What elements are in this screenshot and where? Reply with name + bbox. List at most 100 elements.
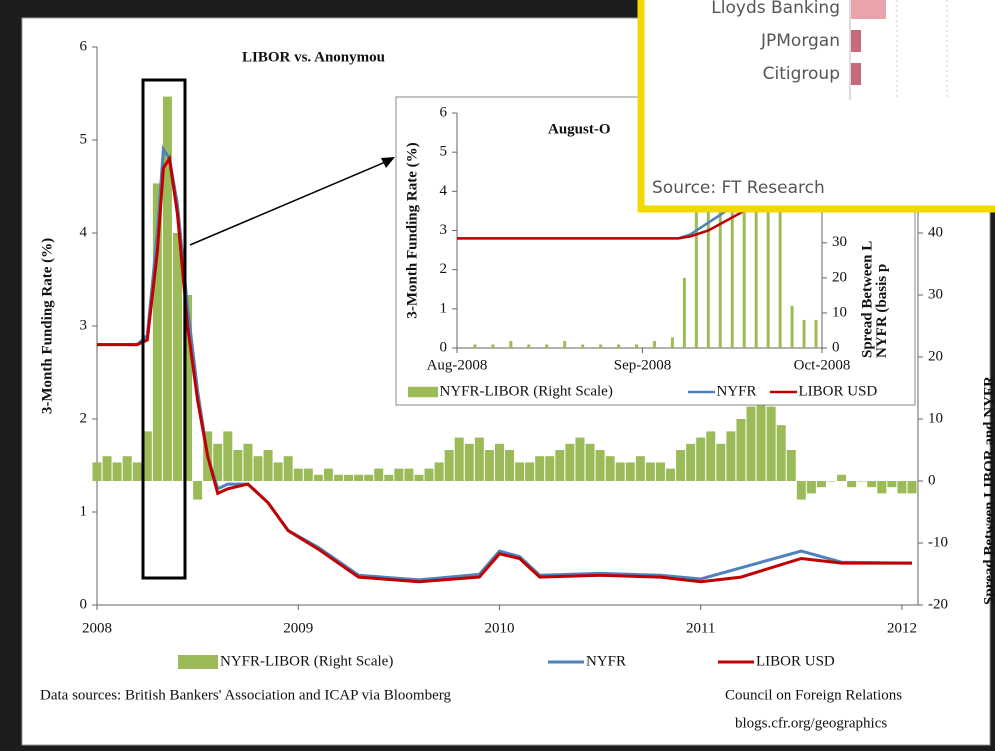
spread-bar (112, 462, 122, 481)
spread-bar (887, 481, 897, 488)
chart-title: LIBOR vs. Anonymou (242, 49, 385, 65)
spread-bar (706, 431, 716, 481)
spread-bar (756, 394, 766, 481)
y-tick-label: 0 (440, 339, 448, 355)
spread-bar (585, 443, 595, 481)
spread-bar (193, 481, 203, 500)
spread-bar (394, 468, 404, 481)
y-tick-label: 5 (80, 131, 88, 147)
spread-bar (424, 468, 434, 481)
url-note: blogs.cfr.org/geographics (735, 715, 887, 731)
spread-bar (213, 443, 223, 481)
overlay-card (637, 0, 995, 213)
legend-swatch (408, 386, 438, 398)
spread-bar (635, 344, 639, 348)
spread-bar (92, 462, 102, 481)
inset-chart: August-O 0 1 2 3 4 5 6 0 10 20 30 Aug-2008 Sep-2008 Oc… (404, 104, 889, 399)
y2-axis-label: Spread Between L (859, 241, 875, 358)
spread-bar (599, 344, 603, 348)
spread-bar (273, 462, 283, 481)
spread-bar (617, 344, 621, 348)
spread-bar (434, 462, 444, 481)
y2-tick-label: 30 (928, 286, 943, 302)
overlay-chart: Lloyds Banking JPMorgan Citigroup Source: F… (652, 0, 948, 198)
spread-bar (581, 344, 585, 348)
spread-bar (444, 450, 454, 481)
bar (851, 63, 861, 85)
bar-label: JPMorgan (760, 31, 840, 51)
x-tick-label: 2009 (283, 620, 313, 636)
spread-bar (605, 456, 615, 481)
rate-line (97, 154, 912, 584)
spread-bar (555, 450, 565, 481)
spread-bar (806, 481, 816, 494)
y-tick-label: 6 (440, 104, 448, 120)
spread-bar (766, 137, 770, 348)
x-tick-label: 2011 (686, 620, 715, 636)
spread-bar (655, 462, 665, 481)
spread-bar (575, 437, 585, 481)
spread-bar (696, 437, 706, 481)
spread-bar (243, 443, 253, 481)
spread-bar (666, 468, 676, 481)
spread-bar (847, 481, 857, 488)
spread-bar (172, 233, 182, 481)
y-tick-label: 2 (80, 410, 88, 426)
y2-tick-label: -10 (928, 534, 948, 550)
spread-bar (535, 456, 545, 481)
legend-label: NYFR-LIBOR (Right Scale) (220, 653, 393, 669)
spread-bar (718, 137, 722, 348)
x-tick-label: 2012 (887, 620, 917, 636)
y2-tick-label: 0 (928, 472, 936, 488)
source-note: Source: FT Research (652, 178, 825, 198)
spread-bar (283, 456, 293, 481)
sources-note: Data sources: British Bankers' Associati… (40, 687, 451, 703)
y-axis-label: 3-Month Funding Rate (%) (39, 238, 55, 414)
y2-tick-label: -20 (928, 596, 948, 612)
spread-bar (837, 474, 847, 481)
spread-bar (122, 456, 132, 481)
y-tick-label: 2 (440, 261, 448, 277)
spread-bar (716, 443, 726, 481)
x-tick-label: Oct-2008 (794, 357, 851, 373)
y-tick-label: 1 (80, 503, 88, 519)
arrow-head (381, 157, 395, 168)
legend-label: NYFR (717, 383, 757, 399)
legend-label: NYFR-LIBOR (Right Scale) (440, 383, 613, 399)
spread-bar (778, 137, 782, 348)
spread-bar (474, 437, 484, 481)
y-tick-label: 0 (80, 596, 88, 612)
spread-bar (625, 462, 635, 481)
y2-tick-label: 10 (928, 410, 943, 426)
x-tick-label: 2008 (82, 620, 112, 636)
spread-bar (384, 474, 394, 481)
spread-bar (223, 431, 233, 481)
spread-bar (907, 481, 917, 494)
y2-axis-label: Spread Between LIBOR and NYFR (981, 376, 995, 605)
spread-bar (404, 468, 414, 481)
y-tick-label: 3 (440, 222, 448, 238)
spread-bar (491, 344, 495, 348)
spread-bar (565, 443, 575, 481)
spread-bar (473, 344, 477, 348)
spread-bar (814, 319, 818, 348)
y-tick-label: 4 (80, 224, 88, 240)
y-tick-label: 1 (440, 300, 448, 316)
spread-bar (766, 406, 776, 481)
spread-bar (736, 419, 746, 481)
chart-title: August-O (548, 121, 611, 137)
spread-bar (827, 481, 837, 482)
spread-bar (454, 437, 464, 481)
spread-bar (754, 137, 758, 348)
spread-bar (374, 468, 384, 481)
legend-label: NYFR (586, 653, 626, 669)
credit-note: Council on Foreign Relations (725, 687, 902, 703)
spread-bar (102, 456, 112, 481)
y-tick-label: 3 (80, 317, 88, 333)
legend-swatch (178, 655, 218, 669)
spread-bar (464, 443, 474, 481)
spread-bar (233, 450, 243, 481)
bar (851, 0, 886, 19)
callout-arrow (189, 159, 391, 246)
